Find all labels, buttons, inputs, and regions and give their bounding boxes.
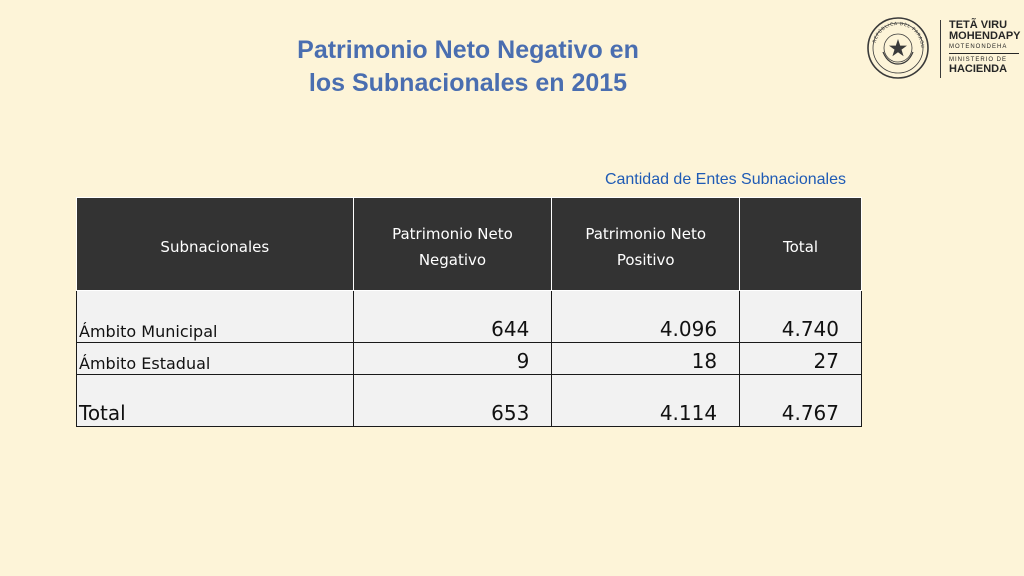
national-seal-icon: REPÚBLICA DEL PARAGUAY [866, 16, 929, 79]
table-caption: Cantidad de Entes Subnacionales [604, 171, 846, 188]
cell-negativo: 653 [352, 374, 553, 427]
header-subnacionales: Subnacionales [76, 197, 354, 291]
cell-negativo: 9 [352, 342, 553, 375]
header-total: Total [739, 197, 862, 291]
cell-total: 4.740 [739, 290, 862, 343]
ministry-logo: REPÚBLICA DEL PARAGUAY TETÃ VIRU MOHENDA… [866, 16, 1022, 82]
cell-total: 27 [739, 342, 862, 375]
row-label: Ámbito Municipal [76, 290, 354, 343]
wordmark-rule [949, 53, 1019, 54]
row-label: Ámbito Estadual [76, 342, 354, 375]
wordmark-line-1: TETÃ VIRU [949, 19, 1008, 31]
wordmark-line-3: MOTENONDEHA [949, 44, 1008, 50]
seal-text: REPÚBLICA DEL PARAGUAY [866, 16, 924, 49]
slide-title-line-1: Patrimonio Neto Negativo en [297, 36, 639, 64]
row-label: Total [76, 374, 354, 427]
slide-title: Patrimonio Neto Negativo en los Subnacio… [218, 34, 718, 100]
ministry-wordmark: TETÃ VIRU MOHENDAPY MOTENONDEHA MINISTER… [949, 20, 1021, 75]
svg-text:REPÚBLICA DEL PARAGUAY: REPÚBLICA DEL PARAGUAY [866, 16, 925, 49]
cell-total: 4.767 [739, 374, 862, 427]
wordmark-line-4: MINISTERIO DE [949, 57, 1008, 63]
header-patrimonio-negativo: Patrimonio Neto Negativo [352, 197, 553, 291]
slide-title-line-2: los Subnacionales en 2015 [308, 69, 628, 97]
table-row: Ámbito Estadual 9 18 27 [76, 342, 862, 375]
subnational-equity-table: Subnacionales Patrimonio Neto Negativo P… [76, 197, 862, 427]
wordmark-line-5: HACIENDA [949, 63, 1008, 75]
table-row: Ámbito Municipal 644 4.096 4.740 [76, 290, 862, 343]
wordmark-line-2: MOHENDAPY [949, 30, 1021, 42]
header-patrimonio-positivo: Patrimonio Neto Positivo [551, 197, 741, 291]
cell-positivo: 18 [551, 342, 741, 375]
table-header-row: Subnacionales Patrimonio Neto Negativo P… [76, 197, 862, 291]
cell-positivo: 4.096 [551, 290, 741, 343]
cell-negativo: 644 [352, 290, 553, 343]
table-total-row: Total 653 4.114 4.767 [76, 374, 862, 427]
logo-divider [940, 20, 941, 78]
cell-positivo: 4.114 [551, 374, 741, 427]
